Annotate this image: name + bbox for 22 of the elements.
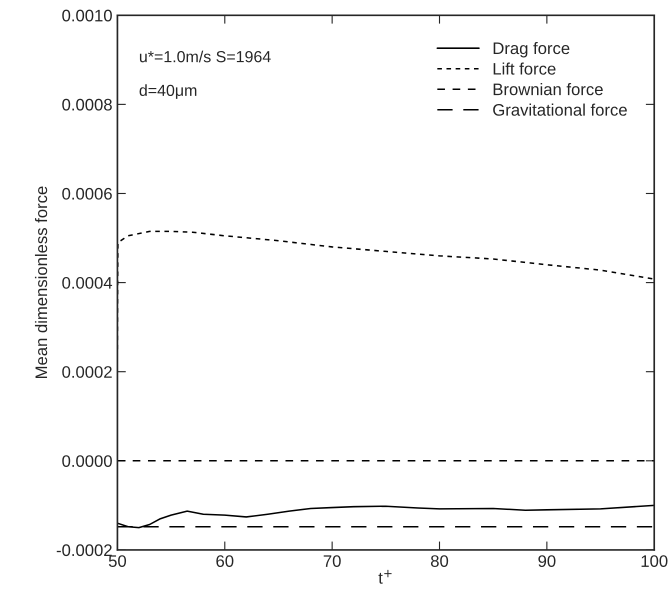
annotation: d=40μm [140,84,196,99]
x-tick-label: 70 [324,555,341,568]
annotation: u*=1.0m/s S=1964 [140,50,271,62]
x-tick-label: 80 [430,555,448,568]
legend-label: Gravitational force [493,104,627,116]
x-tick-label: 60 [216,555,234,568]
y-tick-label: -0.0002 [56,544,112,556]
y-tick-label: 0.0002 [62,366,112,378]
legend-label: Drag force [494,42,570,58]
x-axis-title: t$^{+}$ [378,570,392,584]
legend-label: Lift force [494,62,556,75]
x-tick-label: 50 [108,555,126,568]
line-series [117,504,654,528]
y-tick-label: 0.0008 [62,98,112,111]
x-tick-label: 100 [642,555,668,568]
y-tick-label: 0.0006 [62,188,112,200]
y-tick-label: 0.0000 [62,455,112,467]
y-tick-label: 0.0010 [62,10,112,22]
y-axis-title: Mean dimensionless force [34,186,48,378]
x-tick-label: 90 [538,555,556,568]
legend-label: Brownian force [494,83,603,96]
y-tick-label: 0.0004 [62,276,112,289]
